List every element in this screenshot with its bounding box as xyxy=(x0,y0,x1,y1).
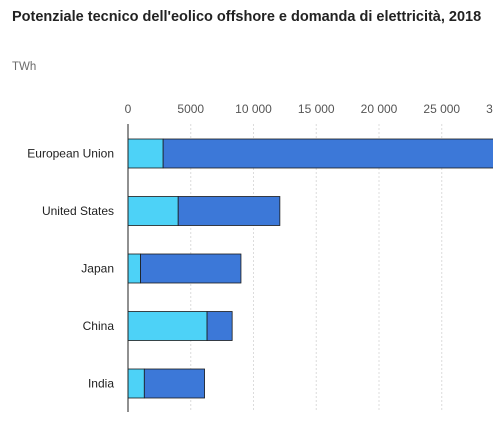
x-tick-label: 10 000 xyxy=(235,102,272,116)
bar-segment xyxy=(127,368,145,399)
x-tick-label: 15 000 xyxy=(298,102,335,116)
x-tick-label: 30 000 xyxy=(486,102,493,116)
category-label: Japan xyxy=(81,262,114,276)
bar-segment xyxy=(206,311,233,341)
x-tick-label: 20 000 xyxy=(361,102,398,116)
category-label: European Union xyxy=(27,147,114,161)
category-label: India xyxy=(88,377,114,391)
x-tick-label: 25 000 xyxy=(423,102,460,116)
bar-segment xyxy=(127,253,141,284)
x-tick-label: 0 xyxy=(125,102,132,116)
bar-segment xyxy=(127,138,164,169)
bar-segment xyxy=(140,253,242,284)
bar-segment xyxy=(177,196,281,226)
bar-segment xyxy=(162,138,493,169)
bar-segment xyxy=(127,311,208,341)
category-label: United States xyxy=(42,204,114,218)
bar-segment xyxy=(127,196,179,226)
bar-segment xyxy=(143,368,205,399)
chart-title: Potenziale tecnico dell'eolico offshore … xyxy=(12,9,482,25)
category-label: China xyxy=(83,319,115,333)
x-tick-label: 5000 xyxy=(177,102,204,116)
unit-label: TWh xyxy=(12,61,37,73)
